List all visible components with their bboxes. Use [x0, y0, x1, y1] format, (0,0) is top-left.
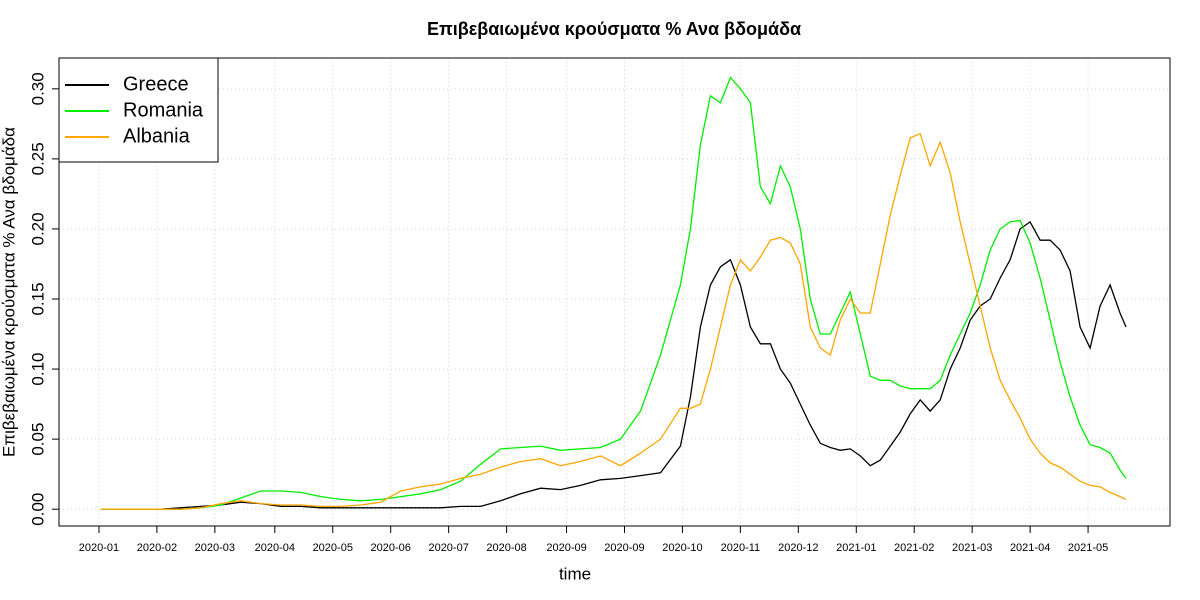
data-line [101, 220, 1127, 510]
y-tick-label: 0.10 [28, 353, 47, 386]
x-tick-label: 2021-04 [1010, 542, 1050, 554]
x-tick-label: 2020-02 [137, 542, 177, 554]
plot-frame [58, 57, 1171, 527]
x-tick-label: 2020-06 [371, 542, 411, 554]
y-tick-label: 0.25 [28, 142, 47, 175]
x-tick-label: 2020-09 [604, 542, 644, 554]
data-line [101, 76, 1127, 510]
x-tick-label: 2020-12 [778, 542, 818, 554]
x-tick-label: 2020-07 [428, 542, 468, 554]
y-tick-label: 0.30 [28, 72, 47, 105]
x-tick-label: 2021-02 [894, 542, 934, 554]
x-tick-label: 2020-05 [313, 542, 353, 554]
y-tick-label: 0.00 [28, 493, 47, 526]
x-tick-label: 2020-09 [546, 542, 586, 554]
y-tick-label: 0.20 [28, 212, 47, 245]
legend-label: Albania [123, 125, 191, 147]
x-tick-label: 2020-10 [662, 542, 702, 554]
data-line [101, 132, 1127, 510]
x-tick-label: 2020-11 [721, 542, 761, 554]
x-tick-label: 2020-01 [79, 542, 119, 554]
y-tick-label: 0.05 [28, 423, 47, 456]
x-tick-label: 2020-04 [255, 542, 295, 554]
x-tick-label: 2020-03 [195, 542, 235, 554]
x-axis-label: time [559, 564, 591, 583]
x-tick-label: 2021-01 [836, 542, 876, 554]
x-tick-label: 2020-08 [486, 542, 526, 554]
x-tick-label: 2021-03 [952, 542, 992, 554]
y-tick-label: 0.15 [28, 282, 47, 315]
y-axis-label: Επιβεβαιωμένα κρούσματα % Ανα βδομάδα [0, 127, 18, 457]
legend-label: Greece [123, 73, 189, 95]
chart-title: Επιβεβαιωμένα κρούσματα % Ανα βδομάδα [427, 19, 801, 39]
x-tick-label: 2021-05 [1068, 542, 1108, 554]
legend-label: Romania [123, 99, 204, 121]
